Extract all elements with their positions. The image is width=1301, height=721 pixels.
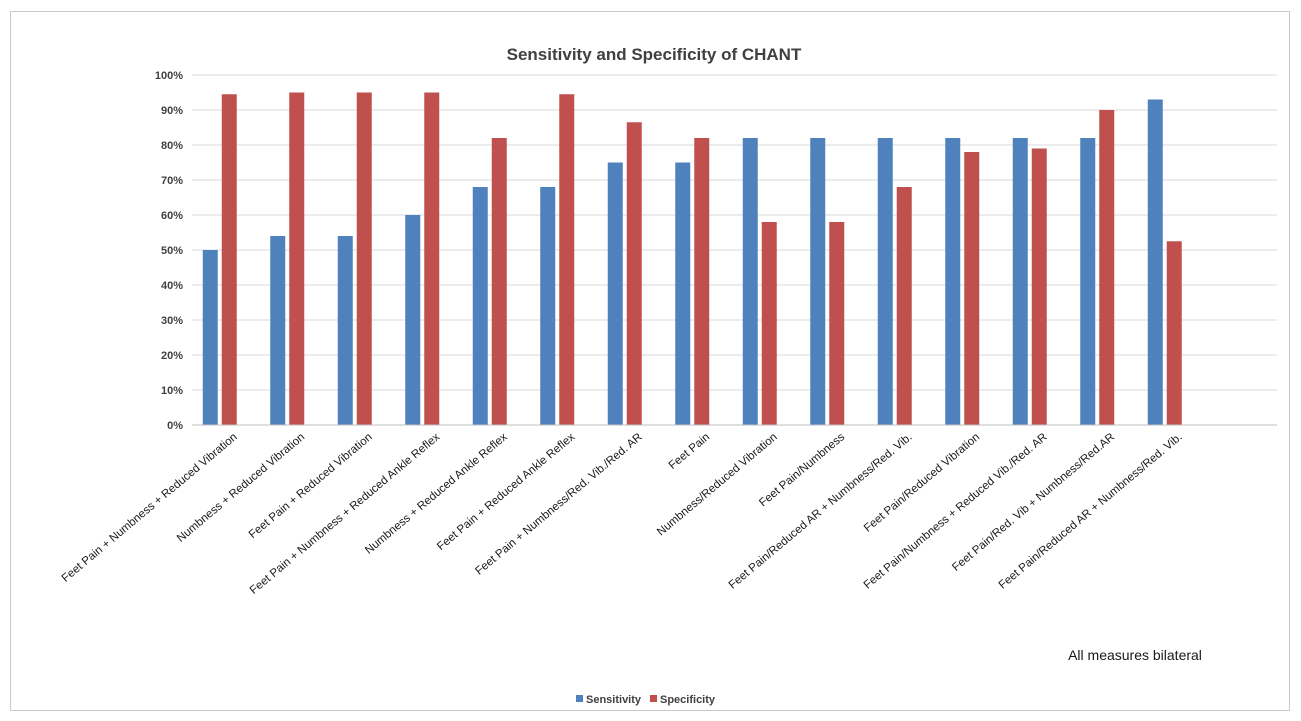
bar-sensitivity-12: [945, 138, 961, 425]
y-tick-label: 90%: [161, 105, 183, 117]
bars: [202, 92, 1182, 425]
bar-specificity-14: [1099, 110, 1115, 425]
bar-specificity-7: [626, 122, 642, 425]
bar-sensitivity-13: [1012, 138, 1028, 425]
bar-specificity-6: [559, 94, 575, 425]
y-tick-label: 10%: [161, 385, 183, 397]
x-category-label: Feet Pain + Reduced Ankle Reflex: [435, 431, 577, 553]
bar-sensitivity-10: [810, 138, 826, 425]
y-tick-label: 0%: [167, 420, 183, 432]
y-axis-ticks: 0% 10% 20% 30% 40% 50% 60% 70% 80% 90% 100%: [155, 70, 183, 432]
bar-specificity-12: [964, 152, 980, 425]
x-category-label: Numbness + Reduced Ankle Reflex: [363, 431, 510, 557]
x-category-label: Feet Pain/Reduced Vibration: [862, 431, 982, 535]
bar-sensitivity-7: [607, 162, 623, 425]
x-category-label: Feet Pain: [667, 431, 712, 472]
x-category-label: Numbness + Reduced Vibration: [175, 431, 307, 545]
y-tick-label: 30%: [161, 315, 183, 327]
gridlines: [192, 74, 1277, 391]
bar-specificity-11: [896, 187, 912, 425]
bar-specificity-4: [424, 92, 440, 425]
bar-specificity-5: [491, 138, 507, 425]
y-tick-label: 20%: [161, 350, 183, 362]
legend-label-specificity: Specificity: [660, 694, 716, 706]
bar-specificity-8: [694, 138, 710, 425]
y-tick-label: 100%: [155, 70, 183, 82]
bar-sensitivity-8: [675, 162, 691, 425]
legend-swatch-sensitivity: [576, 695, 583, 702]
bar-specificity-3: [356, 92, 372, 425]
bar-sensitivity-14: [1080, 138, 1096, 425]
bar-sensitivity-4: [405, 215, 421, 425]
y-tick-label: 70%: [161, 175, 183, 187]
y-tick-label: 50%: [161, 245, 183, 257]
bar-specificity-13: [1031, 148, 1047, 425]
x-category-label: Numbness/Reduced Vibration: [655, 431, 780, 538]
bar-specificity-2: [289, 92, 305, 425]
legend: Sensitivity Specificity: [576, 694, 716, 706]
bar-specificity-15: [1166, 241, 1182, 425]
bar-sensitivity-9: [742, 138, 758, 425]
x-category-label: Feet Pain + Reduced Vibration: [247, 431, 375, 541]
y-tick-label: 40%: [161, 280, 183, 292]
legend-swatch-specificity: [650, 695, 657, 702]
x-axis-category-labels: Feet Pain + Numbness + Reduced Vibration…: [60, 431, 1185, 597]
bar-sensitivity-3: [337, 236, 353, 425]
y-tick-label: 60%: [161, 210, 183, 222]
chart-annotation: All measures bilateral: [1068, 647, 1202, 663]
bar-specificity-10: [829, 222, 845, 425]
bar-sensitivity-2: [270, 236, 286, 425]
legend-label-sensitivity: Sensitivity: [586, 694, 642, 706]
bar-sensitivity-15: [1147, 99, 1163, 425]
bar-sensitivity-1: [202, 250, 218, 425]
chart-title: Sensitivity and Specificity of CHANT: [507, 45, 802, 64]
bar-sensitivity-11: [877, 138, 893, 425]
bar-specificity-1: [221, 94, 237, 425]
bar-sensitivity-5: [472, 187, 488, 425]
bar-specificity-9: [761, 222, 777, 425]
bar-sensitivity-6: [540, 187, 556, 425]
y-tick-label: 80%: [161, 140, 183, 152]
